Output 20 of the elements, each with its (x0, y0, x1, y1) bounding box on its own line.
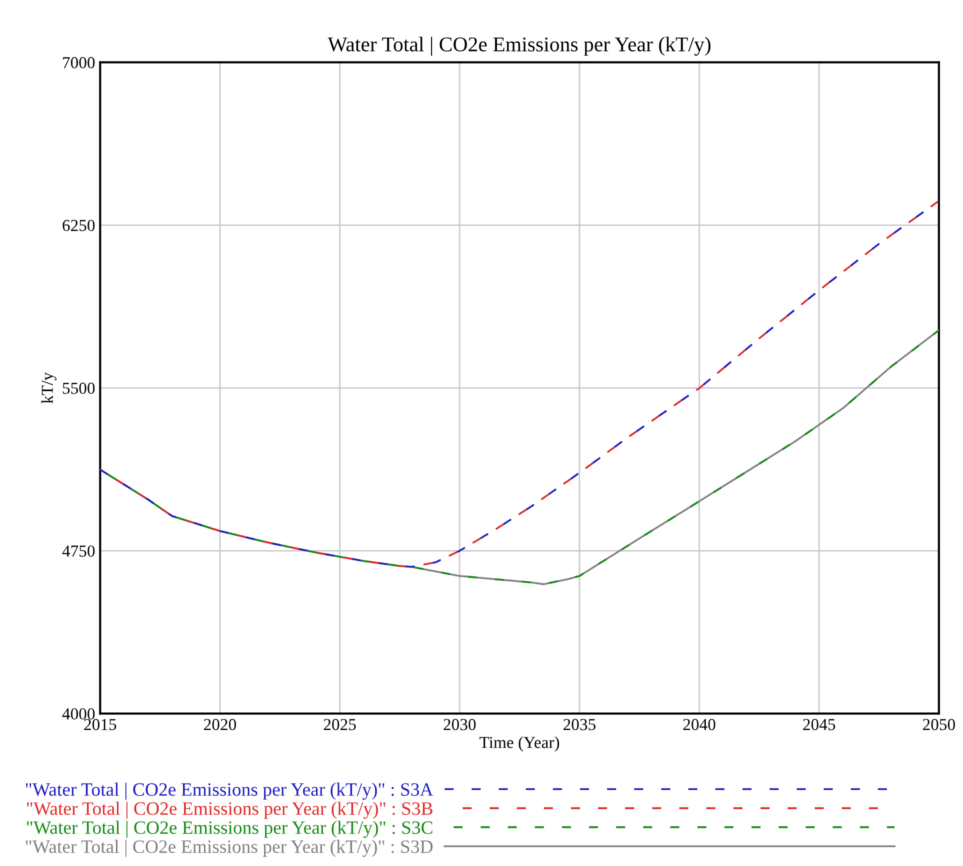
x-tick-label: 2050 (922, 718, 955, 730)
x-tick-label: 2030 (444, 718, 476, 730)
x-tick-label: 2045 (803, 718, 836, 730)
text: "Water Total | CO2e Emissions per Year (kT/y)" : S3C (26, 820, 432, 838)
y-tick-label: 6250 (62, 220, 95, 232)
x-tick-label: 2035 (564, 718, 596, 730)
x-tick-label: 2040 (683, 718, 716, 730)
text: "Water Total | CO2e Emissions per Year (kT/y)" : S3D (26, 840, 433, 857)
y-tick-label: 4000 (62, 708, 95, 720)
text: "Water Total | CO2e Emissions per Year (kT/y)" : S3B (26, 802, 432, 819)
y-tick-label: 4750 (62, 545, 95, 557)
y-tick-label: 5500 (62, 382, 95, 394)
x-tick-label: 2020 (204, 718, 236, 730)
chart-title: Water Total | CO2e Emissions per Year (kT/y) (328, 36, 710, 56)
x-tick-label: 2025 (324, 718, 356, 730)
text: "Water Total | CO2e Emissions per Year (kT/y)" : S3A (26, 782, 434, 800)
x-axis-title: Time (Year) (480, 736, 560, 752)
y-tick-label: 7000 (63, 57, 95, 68)
x-tick-label: 2015 (84, 718, 116, 730)
y-axis-title: kT/y (41, 372, 56, 404)
